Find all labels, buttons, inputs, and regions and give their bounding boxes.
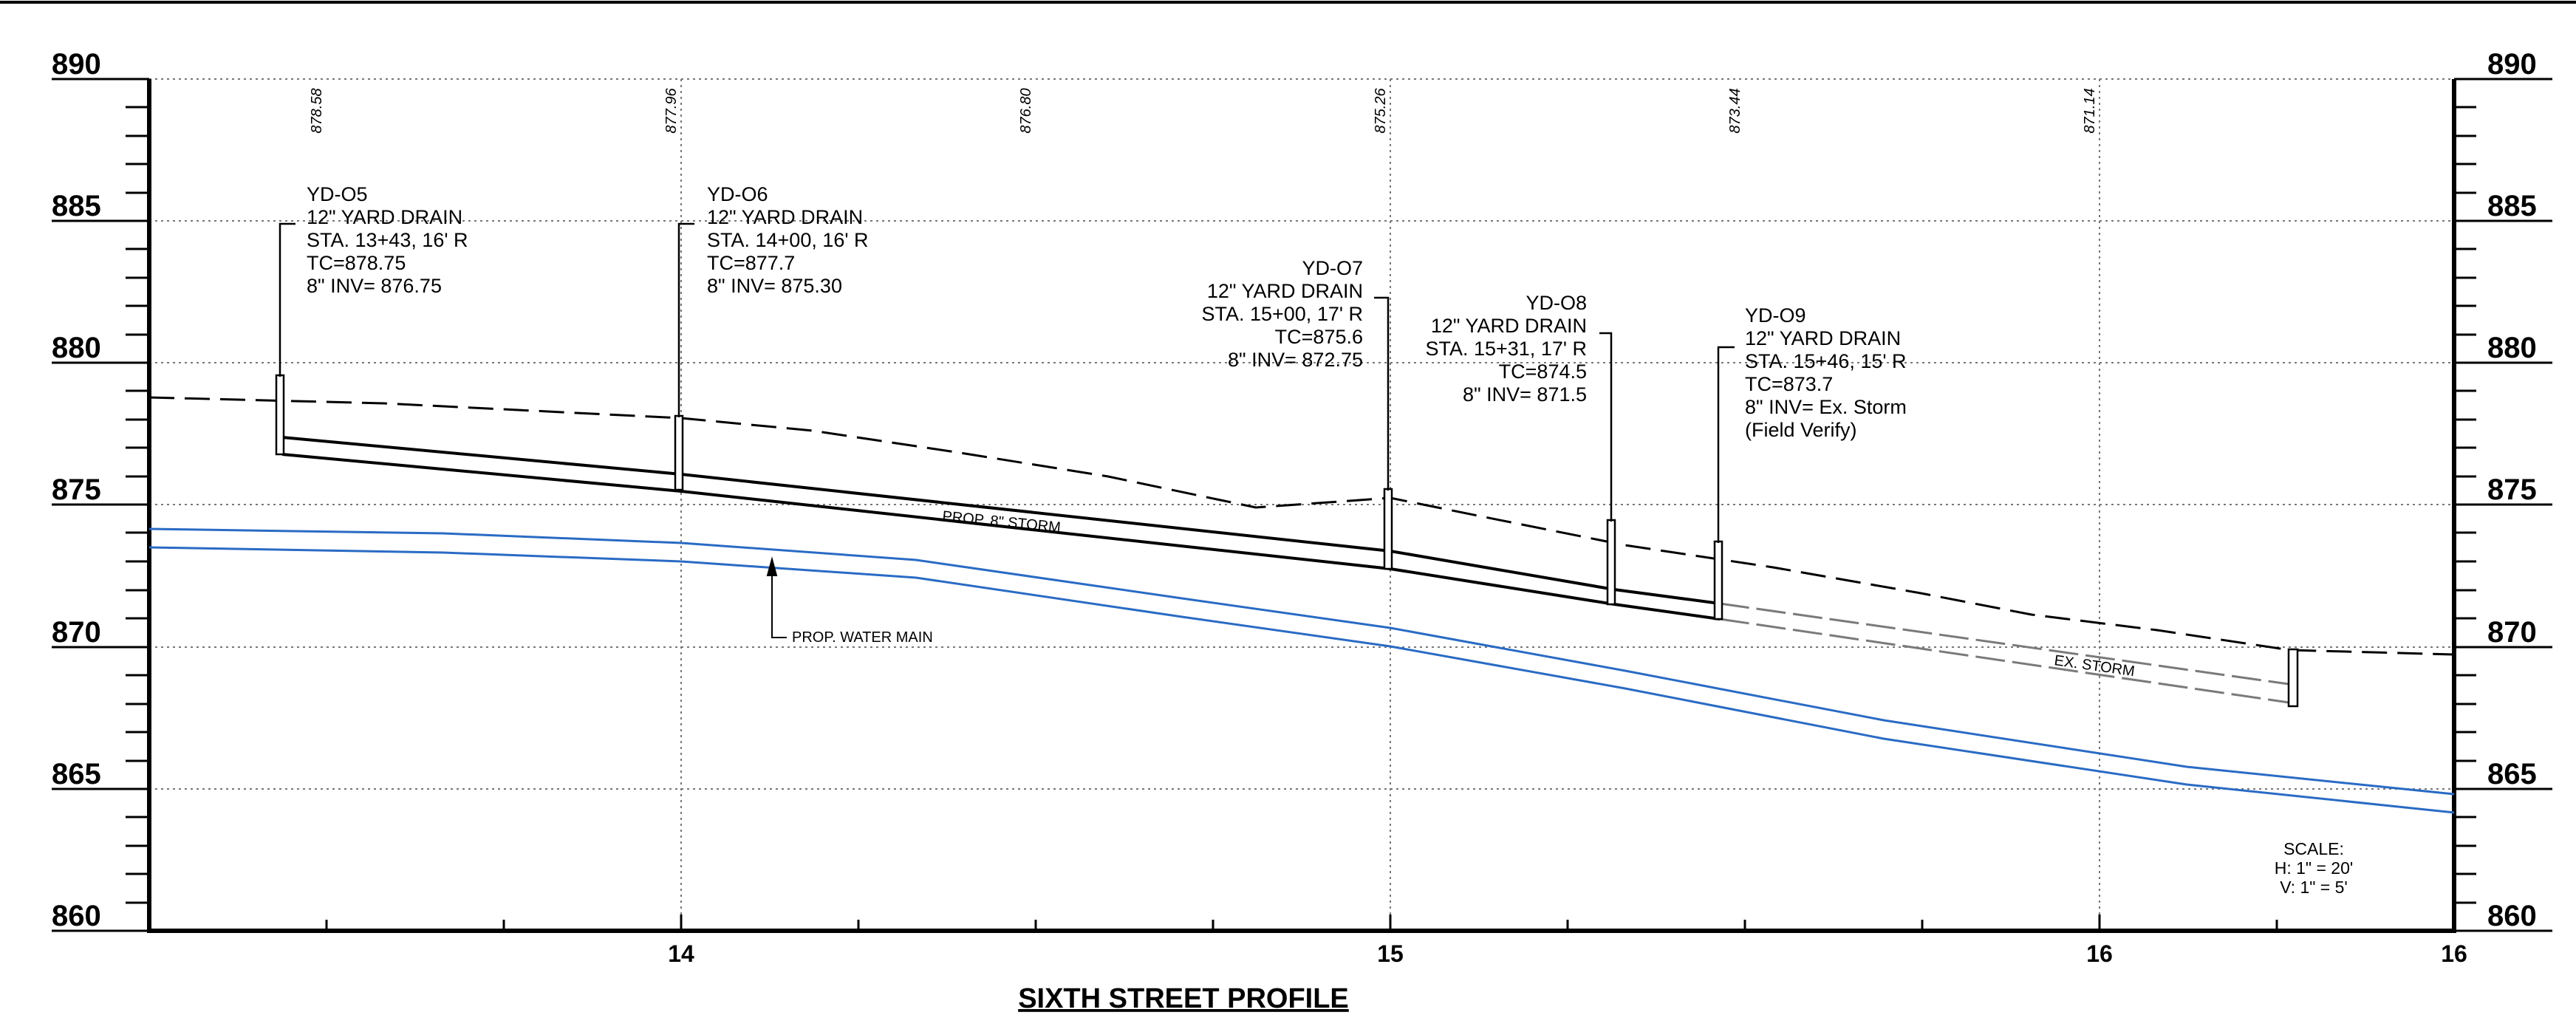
water-main (148, 527, 2455, 814)
structure-inv: 8" INV= 876.75 (307, 275, 442, 297)
left-ticks (52, 78, 149, 932)
elev-label: 885 (2487, 190, 2537, 222)
structure-type: 12" YARD DRAIN (1431, 315, 1587, 337)
structure-inv: 8" INV= Ex. Storm (1745, 396, 1907, 418)
elev-label: 880 (2487, 332, 2537, 364)
grid (149, 78, 2454, 931)
structure-inv: 8" INV= 871.5 (1463, 383, 1587, 406)
elev-label: 875 (2487, 474, 2537, 506)
elev-label: 890 (52, 48, 101, 81)
station-labels: 14 15 16 16 (668, 940, 2467, 967)
station-label: 16 (2086, 940, 2113, 967)
yard-drain-risers (275, 374, 2299, 708)
structure-tc: TC=875.6 (1275, 326, 1363, 348)
structure-tc: TC=873.7 (1745, 373, 1833, 395)
frame (147, 79, 2456, 933)
scale-heading: SCALE: (2283, 839, 2344, 858)
structure-name: YD-O7 (1302, 257, 1363, 279)
structure-station: STA. 15+31, 17' R (1425, 338, 1587, 360)
elev-label: 890 (2487, 48, 2537, 81)
grade-elevation: 875.26 (1373, 88, 1389, 134)
grade-elevation: 871.14 (2082, 88, 2098, 133)
elevation-labels-left: 890 885 880 875 870 865 860 (52, 48, 101, 932)
structure-tc: TC=878.75 (307, 252, 406, 274)
structure-station: STA. 14+00, 16' R (707, 229, 869, 251)
elev-label: 880 (52, 332, 101, 364)
callout-yd-o9: YD-O9 12" YARD DRAIN STA. 15+46, 15' R T… (1745, 304, 1907, 441)
scale-note: SCALE: H: 1" = 20' V: 1" = 5' (2275, 839, 2354, 897)
elev-label: 875 (52, 474, 101, 506)
station-label: 14 (668, 940, 694, 967)
water-main-leader (766, 556, 787, 638)
elev-label: 865 (2487, 758, 2537, 790)
elev-label: 885 (52, 190, 101, 222)
grade-elevation: 876.80 (1018, 88, 1034, 133)
grade-elevation: 877.96 (663, 88, 680, 134)
structure-type: 12" YARD DRAIN (307, 206, 462, 228)
station-label: 16 (2441, 940, 2467, 967)
existing-ground-line (148, 396, 2455, 656)
scale-horizontal: H: 1" = 20' (2275, 858, 2354, 878)
structure-name: YD-O6 (707, 183, 768, 205)
structure-inv: 8" INV= 872.75 (1228, 349, 1363, 371)
structure-inv: 8" INV= 875.30 (707, 275, 842, 297)
callout-yd-o8: YD-O8 12" YARD DRAIN STA. 15+31, 17' R T… (1425, 292, 1587, 406)
structure-type: 12" YARD DRAIN (1207, 280, 1363, 302)
structure-name: YD-O9 (1745, 304, 1806, 327)
elev-label: 870 (2487, 616, 2537, 649)
profile-title: SIXTH STREET PROFILE (1018, 983, 1349, 1014)
elev-label: 870 (52, 616, 101, 649)
elev-label: 860 (52, 900, 101, 932)
elevation-labels-right: 890 885 880 875 870 865 860 (2487, 48, 2537, 932)
grade-elevations: 878.58 877.96 876.80 875.26 873.44 871.1… (309, 88, 2098, 134)
structure-tc: TC=877.7 (707, 252, 795, 274)
structure-station: STA. 15+00, 17' R (1201, 303, 1363, 325)
elev-label: 860 (2487, 900, 2537, 932)
right-ticks (2454, 78, 2552, 932)
structure-name: YD-O5 (307, 183, 368, 205)
station-label: 15 (1377, 940, 1404, 967)
structure-station: STA. 13+43, 16' R (307, 229, 468, 251)
callout-leaders (279, 222, 1735, 543)
structure-name: YD-O8 (1526, 292, 1587, 314)
water-main-label: PROP. WATER MAIN (792, 629, 933, 646)
grade-elevation: 878.58 (309, 88, 325, 133)
scale-vertical: V: 1" = 5' (2280, 878, 2348, 897)
structure-type: 12" YARD DRAIN (707, 206, 863, 228)
elev-label: 865 (52, 758, 101, 790)
callout-yd-o7: YD-O7 12" YARD DRAIN STA. 15+00, 17' R T… (1201, 257, 1363, 371)
structure-type: 12" YARD DRAIN (1745, 327, 1901, 349)
structure-tc: TC=874.5 (1499, 360, 1587, 383)
callout-yd-o5: YD-O5 12" YARD DRAIN STA. 13+43, 16' R T… (307, 183, 468, 297)
structure-note: (Field Verify) (1745, 419, 1857, 441)
grade-elevation: 873.44 (1727, 88, 1743, 133)
callout-yd-o6: YD-O6 12" YARD DRAIN STA. 14+00, 16' R T… (707, 183, 869, 297)
structure-station: STA. 15+46, 15' R (1745, 350, 1907, 372)
existing-storm-pipe (1719, 602, 2295, 705)
station-ticks (325, 915, 2278, 931)
